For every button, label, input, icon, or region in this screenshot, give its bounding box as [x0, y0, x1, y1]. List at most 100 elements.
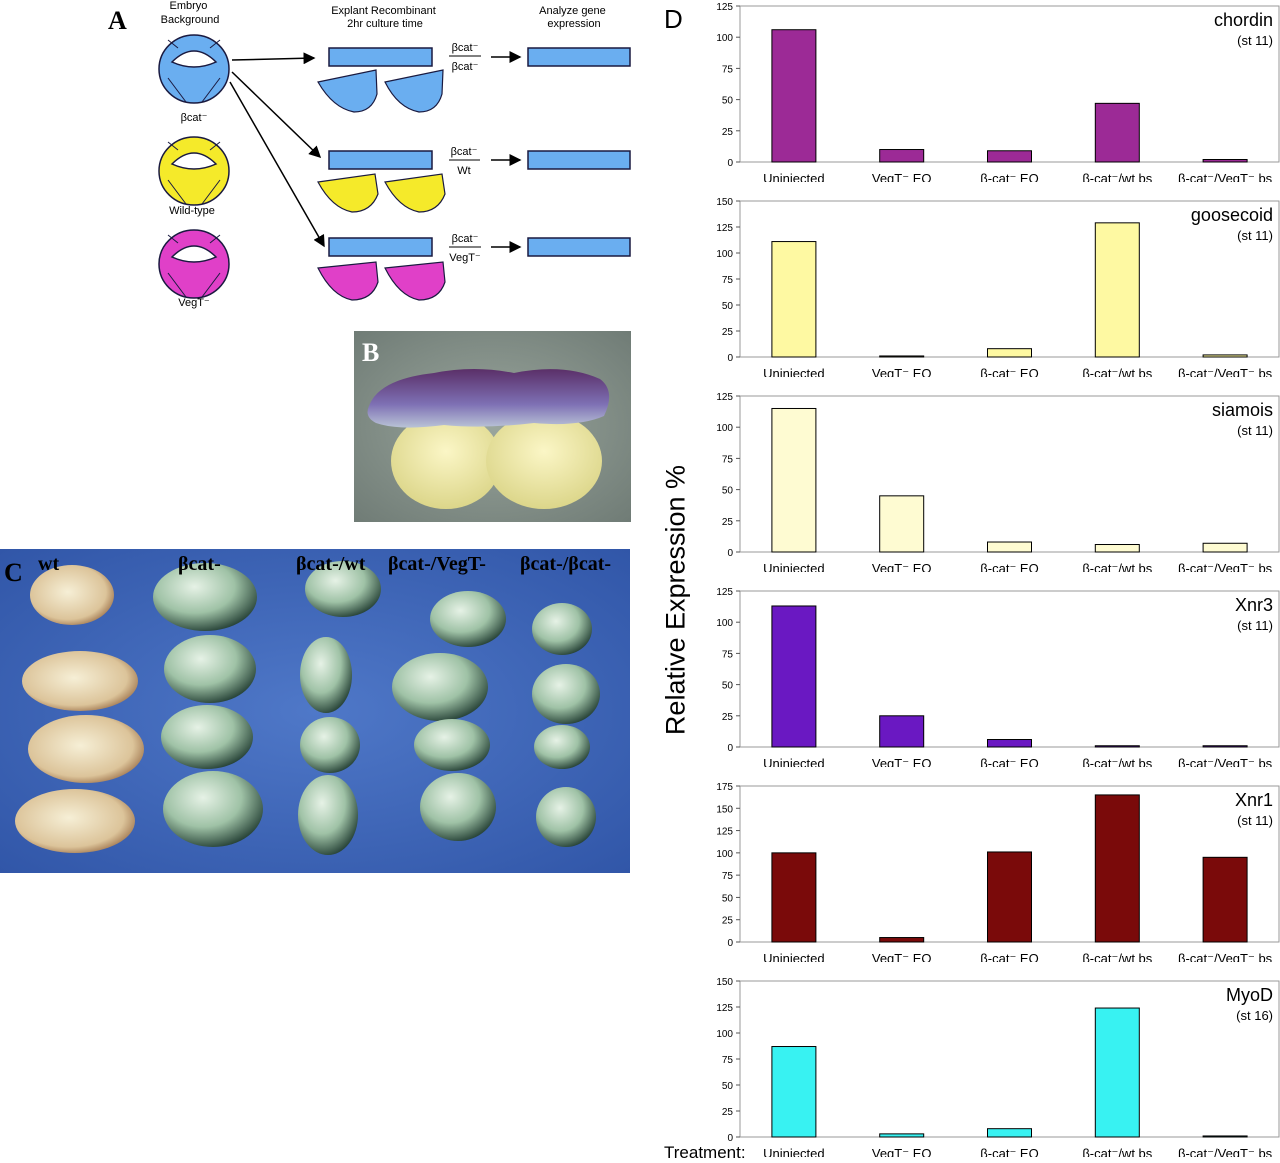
y-tick-label: 0: [727, 1133, 733, 1144]
bar-1: [771, 407, 817, 553]
chart-title: MyoD: [1226, 985, 1273, 1005]
y-tick-label: 0: [727, 353, 733, 364]
plot-frame: [739, 980, 1280, 1138]
vegetal-row3-right: [384, 261, 446, 301]
chart-title: goosecoid: [1191, 205, 1273, 225]
category-label: Uninjected: [763, 756, 824, 767]
header-analyze-expression: Analyze gene expression: [539, 5, 609, 30]
y-tick-label: 125: [716, 2, 733, 13]
category-label: β-cat⁻ EQ: [980, 1146, 1038, 1157]
photo-panel-b: [354, 331, 631, 522]
chart-title: Xnr1: [1235, 790, 1273, 810]
bar-5: [1202, 745, 1248, 748]
y-tick-label: 25: [722, 1107, 734, 1118]
y-tick-label: 75: [722, 871, 734, 882]
y-tick-label: 150: [716, 197, 733, 208]
vegetal-row2-right: [384, 173, 446, 213]
header-explant-recombinant: Explant Recombinant 2hr culture time: [331, 5, 439, 30]
bar-2: [879, 355, 925, 358]
bar-5: [1202, 856, 1248, 943]
y-tick-label: 100: [716, 33, 733, 44]
plot-frame: [739, 5, 1280, 163]
category-label: VegT⁻ EQ: [872, 561, 932, 572]
svg-text:βcat⁻: βcat⁻: [452, 233, 479, 245]
embryo-bcat: [158, 34, 230, 104]
bar-2: [879, 937, 925, 943]
y-tick-label: 0: [727, 158, 733, 169]
category-label: Uninjected: [763, 951, 824, 962]
category-label: β-cat⁻/wt bs: [1082, 171, 1152, 182]
category-label: Uninjected: [763, 1146, 824, 1157]
y-tick-label: 50: [722, 301, 734, 312]
y-tick-label: 175: [716, 782, 733, 793]
category-label: β-cat⁻/VegT⁻ bs: [1178, 171, 1273, 182]
chart-subtitle: (st 11): [1237, 618, 1273, 633]
category-label: β-cat⁻ EQ: [980, 366, 1038, 377]
svg-text:βcat⁻: βcat⁻: [451, 146, 478, 158]
chart-title: siamois: [1212, 400, 1273, 420]
header-embryo-background: Embryo Background: [161, 0, 220, 26]
y-tick-label: 150: [716, 804, 733, 815]
chart-xnr1: 0 25 50 75 100 125 150 175 Uninjected VegT⁻ EQ β-c…: [716, 782, 1280, 962]
bar-2: [879, 1133, 925, 1138]
photo-c-label-wt: wt: [38, 553, 60, 575]
category-label: VegT⁻ EQ: [872, 951, 932, 962]
y-tick-label: 25: [722, 712, 734, 723]
vegetal-row1-right: [384, 69, 444, 113]
bar-4: [1094, 794, 1140, 943]
chart-subtitle: (st 16): [1236, 1008, 1273, 1023]
category-label: β-cat⁻/VegT⁻ bs: [1178, 366, 1273, 377]
y-tick-label: 50: [722, 1081, 734, 1092]
chart-myod: 0 25 50 75 100 125 150 Uninjected VegT⁻ EQ β-cat⁻…: [716, 977, 1280, 1157]
category-label: β-cat⁻/wt bs: [1082, 951, 1152, 962]
bar-3: [987, 1128, 1032, 1138]
y-tick-label: 50: [722, 96, 734, 107]
panel-letter-c: C: [4, 558, 23, 587]
y-tick-label: 75: [722, 1055, 734, 1066]
bar-4: [1094, 544, 1140, 553]
y-tick-label: 125: [716, 587, 733, 598]
category-label: β-cat⁻/VegT⁻ bs: [1178, 1146, 1273, 1157]
y-tick-label: 100: [716, 618, 733, 629]
arrow-to-row2: [231, 71, 322, 159]
y-tick-label: 75: [722, 64, 734, 75]
bar-1: [771, 1046, 817, 1138]
result-row3: [527, 237, 631, 257]
chart-siamois: 0 25 50 75 100 125 Uninjected VegT⁻ EQ β-cat⁻ EQ…: [716, 392, 1280, 572]
category-label: VegT⁻ EQ: [872, 756, 932, 767]
y-tick-label: 50: [722, 681, 734, 692]
fraction-row2: βcat⁻ Wt: [449, 146, 480, 177]
bar-2: [879, 495, 925, 553]
arrow-to-row1: [231, 52, 316, 65]
y-tick-label: 100: [716, 249, 733, 260]
bar-4: [1094, 222, 1140, 358]
chart-goosecoid: 0 25 50 75 100 125 150 Uninjected VegT⁻ EQ β-cat⁻…: [716, 197, 1280, 377]
panel-letter-d: D: [664, 4, 683, 34]
embryo-wildtype: [158, 136, 230, 206]
category-label: VegT⁻ EQ: [872, 366, 932, 377]
bar-3: [987, 150, 1032, 163]
photo-c-label-bcat-wt: βcat-/wt: [296, 553, 366, 575]
bar-1: [771, 605, 817, 748]
category-label: β-cat⁻ EQ: [980, 171, 1038, 182]
photo-c-label-bcat-vegt: βcat-/VegT-: [388, 553, 486, 575]
vegetal-row2-left: [317, 173, 379, 213]
bar-1: [771, 241, 817, 358]
bar-2: [879, 715, 925, 748]
category-label: β-cat⁻/wt bs: [1082, 756, 1152, 767]
y-tick-label: 100: [716, 423, 733, 434]
y-tick-label: 150: [716, 977, 733, 988]
y-tick-label: 75: [722, 649, 734, 660]
result-row1: [527, 47, 631, 67]
bar-5: [1202, 1135, 1248, 1138]
category-label: β-cat⁻/VegT⁻ bs: [1178, 756, 1273, 767]
y-tick-label: 0: [727, 938, 733, 949]
recombinant-photo: [354, 331, 631, 522]
panel-letter-a: A: [108, 6, 127, 35]
vegetal-row3-left: [317, 261, 379, 301]
y-tick-label: 50: [722, 893, 734, 904]
plot-frame: [739, 590, 1280, 748]
svg-text:βcat⁻: βcat⁻: [452, 61, 479, 73]
cap-row3: [328, 237, 433, 257]
embryo-label-vegt: VegT⁻: [178, 297, 210, 309]
